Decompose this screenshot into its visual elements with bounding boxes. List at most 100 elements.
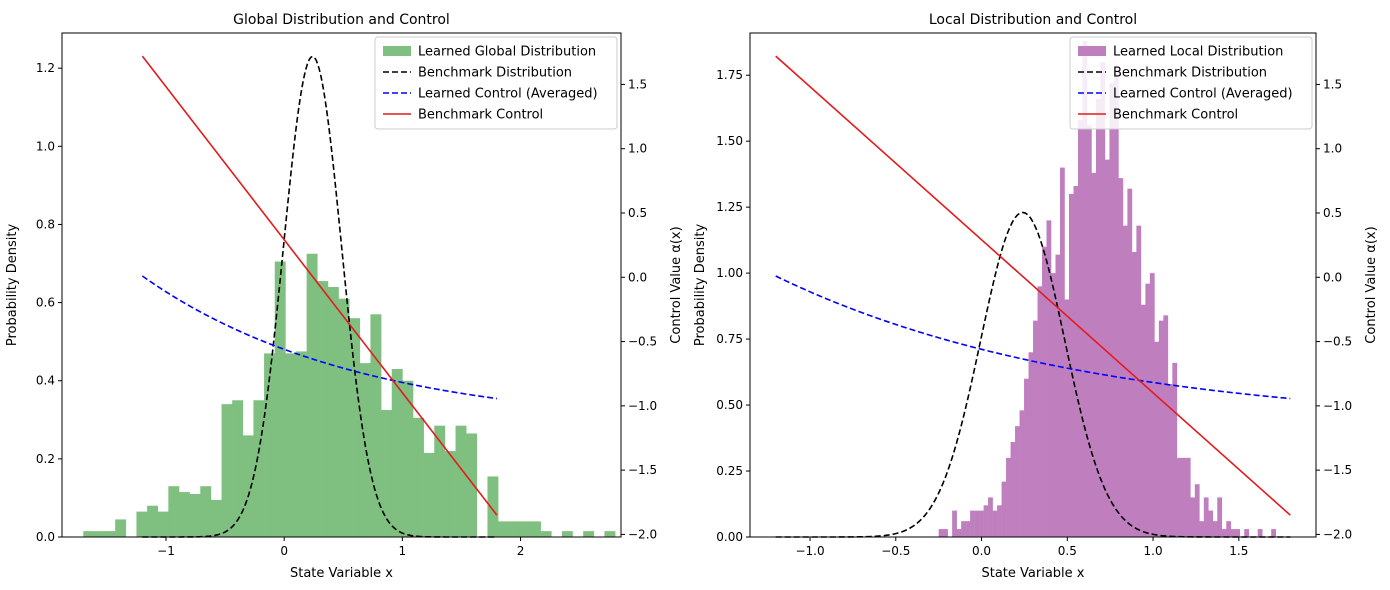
histogram-bar — [264, 353, 276, 537]
legend: Learned Global Distribution Benchmark Dis… — [374, 36, 618, 130]
histogram-bar — [1235, 529, 1241, 537]
y2-tick-label: −0.5 — [628, 335, 657, 349]
histogram-bar — [1059, 167, 1065, 537]
legend-label: Learned Global Distribution — [418, 45, 596, 60]
histogram-bar — [1226, 521, 1232, 537]
histogram-bar — [519, 521, 531, 537]
histogram-bar — [943, 529, 948, 537]
histogram-bar — [1190, 497, 1196, 537]
histogram-bar — [1006, 457, 1011, 537]
histogram-bar — [498, 521, 510, 537]
histogram-bar — [965, 521, 971, 537]
histogram-bar — [338, 298, 350, 537]
x-tick-label: 1 — [399, 544, 407, 558]
y2-tick-label: 1.0 — [1323, 142, 1342, 156]
histogram-bar — [189, 494, 201, 537]
histogram-bar — [1086, 125, 1092, 537]
histogram-bar — [210, 499, 222, 537]
histogram-bar — [1158, 320, 1164, 537]
y2-tick-label: 0.5 — [628, 206, 647, 220]
y2-tick-label: 0.0 — [1323, 270, 1342, 284]
histogram-bar — [1064, 299, 1070, 537]
y-tick-label: 0.25 — [716, 464, 743, 478]
histogram-bar — [1221, 529, 1227, 537]
legend-label: Benchmark Control — [418, 108, 543, 123]
y2-tick-label: 1.0 — [628, 142, 647, 156]
histogram-bar — [1046, 220, 1052, 538]
histogram-bar — [1136, 225, 1142, 537]
histogram-bar — [1019, 410, 1025, 537]
histogram-bar — [1185, 457, 1191, 537]
series-line-learned-control-averaged — [141, 275, 498, 400]
histogram-bar — [434, 425, 446, 537]
histogram-bar — [1244, 529, 1250, 537]
histogram-bar — [1217, 497, 1223, 537]
y2-tick-label: 1.5 — [1323, 77, 1342, 91]
histogram-bar — [413, 417, 424, 537]
chart-title: Global Distribution and Control — [233, 12, 450, 28]
y2-tick-label: −1.5 — [628, 463, 657, 477]
legend-box — [1069, 36, 1313, 130]
x-tick-label: 2 — [517, 544, 525, 558]
x-tick-label: −1.0 — [795, 544, 824, 558]
legend-label: Benchmark Control — [1113, 108, 1238, 123]
histogram-bar — [1055, 254, 1061, 537]
histogram-bar — [1104, 159, 1110, 538]
histogram-bar — [136, 511, 148, 537]
histogram-bar — [221, 404, 233, 537]
y2-tick-label: 0.0 — [628, 270, 647, 284]
y-tick-label: 1.2 — [36, 61, 55, 75]
histogram-bar — [1033, 320, 1038, 537]
histogram-bar — [179, 492, 190, 537]
y-tick-label: 0.8 — [36, 217, 55, 231]
y-tick-label: 0.00 — [716, 530, 743, 544]
histogram-bar — [253, 400, 265, 537]
histogram-bar — [1194, 484, 1200, 537]
histogram-bar — [1208, 510, 1214, 537]
histogram-bar — [992, 510, 998, 537]
histogram-bar — [1230, 529, 1236, 537]
legend-box — [374, 36, 618, 130]
histogram-bar — [1176, 457, 1182, 537]
histogram-bar — [402, 380, 414, 537]
histogram-bar — [1091, 172, 1097, 538]
histogram-bar — [274, 261, 286, 537]
histogram-bar — [1145, 283, 1151, 537]
histogram-bar — [1100, 62, 1106, 537]
histogram-bar — [1271, 529, 1276, 537]
histogram-bar — [157, 511, 169, 537]
x-tick-label: 0.0 — [972, 544, 991, 558]
y-tick-label: 0.0 — [36, 530, 55, 544]
y-tick-label: 1.50 — [716, 134, 743, 148]
histogram-bar — [974, 510, 980, 537]
legend-label: Learned Local Distribution — [1113, 45, 1283, 60]
legend-swatch-histogram — [383, 46, 411, 56]
x-tick-label: 1.5 — [1229, 544, 1248, 558]
histogram-bar — [104, 531, 116, 537]
series-line-benchmark-control — [141, 55, 498, 516]
histogram-bar — [455, 425, 467, 537]
histogram-bar — [983, 505, 989, 537]
histogram-bar — [1028, 352, 1034, 537]
histogram-bar — [979, 510, 984, 537]
x-tick-label: 0.5 — [1058, 544, 1077, 558]
histogram-bar — [349, 318, 361, 537]
histogram-bar — [961, 521, 966, 537]
histogram-bar — [359, 363, 371, 537]
histogram-bar — [561, 531, 573, 537]
y-tick-label: 0.50 — [716, 398, 743, 412]
y2-tick-label: −0.5 — [1323, 335, 1352, 349]
histogram-bar — [168, 486, 180, 537]
histogram-bar — [327, 286, 339, 537]
histogram-bar — [306, 253, 318, 537]
histogram-bar — [1113, 72, 1119, 538]
histogram-bar — [970, 510, 975, 537]
histogram-bar — [1172, 362, 1178, 537]
histogram-bar — [988, 497, 993, 537]
histogram-bar — [444, 451, 456, 537]
y2-tick-label: −2.0 — [628, 527, 657, 541]
histogram-bar — [1127, 188, 1133, 538]
histogram-bar — [285, 353, 297, 537]
histogram-bar — [1037, 286, 1043, 537]
